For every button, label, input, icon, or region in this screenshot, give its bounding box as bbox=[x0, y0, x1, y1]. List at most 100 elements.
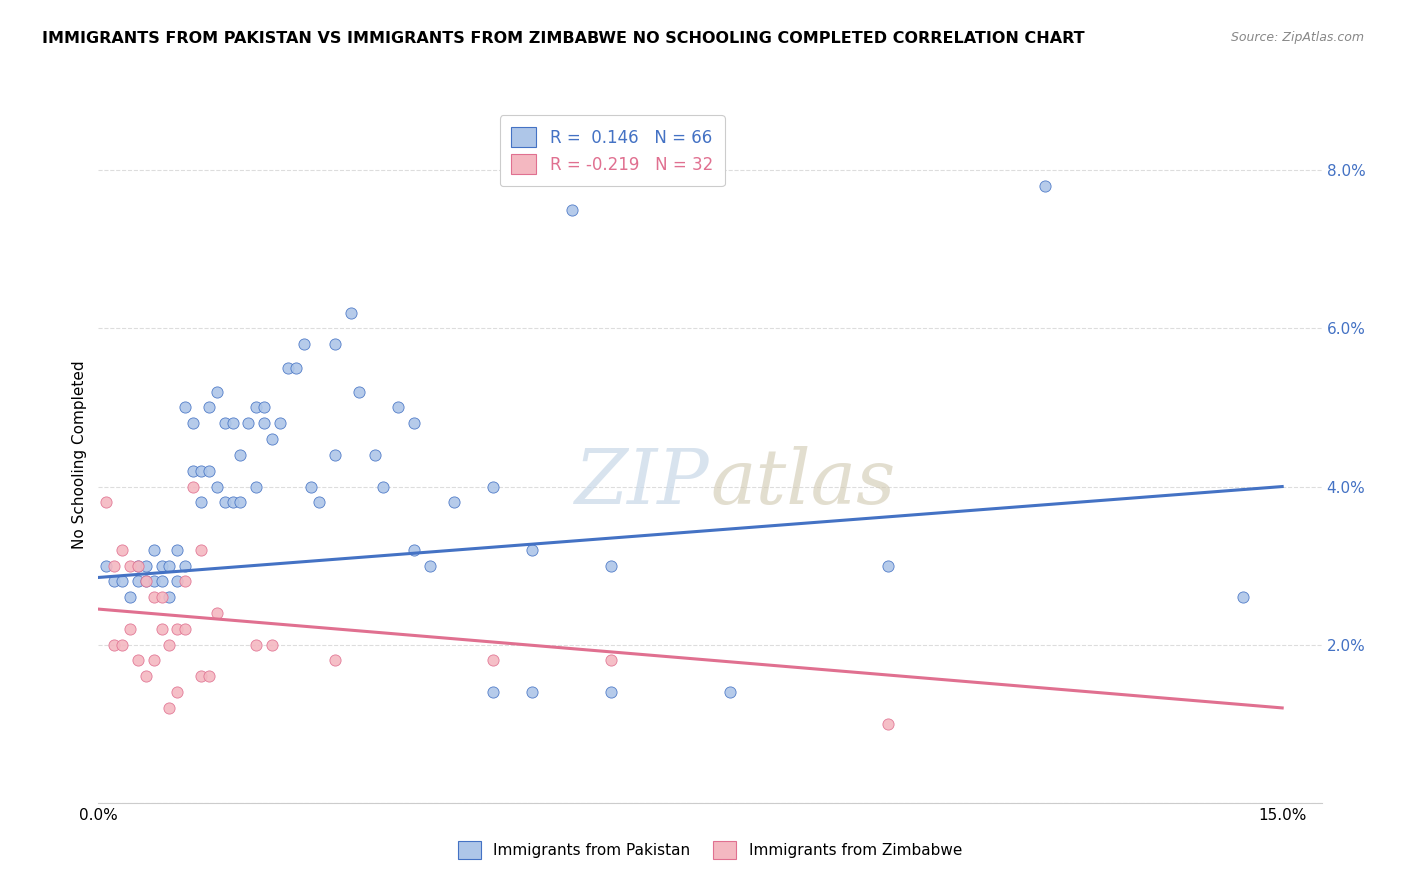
Point bbox=[600, 653, 623, 667]
Point bbox=[190, 495, 212, 509]
Point bbox=[363, 448, 385, 462]
Point bbox=[159, 701, 181, 715]
Point bbox=[135, 669, 157, 683]
Point bbox=[96, 558, 118, 573]
Point bbox=[443, 495, 465, 509]
Point bbox=[174, 558, 197, 573]
Point bbox=[404, 542, 426, 557]
Point bbox=[277, 360, 299, 375]
Point bbox=[387, 401, 409, 415]
Point bbox=[142, 653, 165, 667]
Point bbox=[371, 479, 394, 493]
Point bbox=[245, 479, 267, 493]
Point bbox=[150, 591, 173, 605]
Point bbox=[522, 685, 544, 699]
Point bbox=[118, 591, 141, 605]
Point bbox=[205, 606, 228, 620]
Point bbox=[135, 574, 157, 589]
Point bbox=[181, 464, 204, 478]
Point bbox=[181, 479, 204, 493]
Point bbox=[166, 685, 188, 699]
Point bbox=[260, 432, 283, 446]
Point bbox=[111, 574, 134, 589]
Point bbox=[482, 685, 505, 699]
Point bbox=[111, 638, 134, 652]
Point bbox=[198, 464, 221, 478]
Point bbox=[127, 558, 149, 573]
Point bbox=[127, 653, 149, 667]
Point bbox=[1232, 591, 1254, 605]
Point bbox=[600, 558, 623, 573]
Point bbox=[127, 574, 149, 589]
Point bbox=[214, 495, 236, 509]
Point bbox=[135, 574, 157, 589]
Point bbox=[159, 591, 181, 605]
Point bbox=[142, 574, 165, 589]
Point bbox=[142, 591, 165, 605]
Point bbox=[103, 638, 125, 652]
Point bbox=[404, 417, 426, 431]
Text: Source: ZipAtlas.com: Source: ZipAtlas.com bbox=[1230, 31, 1364, 45]
Point bbox=[111, 542, 134, 557]
Point bbox=[323, 337, 346, 351]
Point bbox=[238, 417, 260, 431]
Point bbox=[166, 542, 188, 557]
Point bbox=[229, 448, 252, 462]
Point bbox=[600, 685, 623, 699]
Point bbox=[876, 558, 898, 573]
Point bbox=[150, 622, 173, 636]
Point bbox=[323, 653, 346, 667]
Point bbox=[308, 495, 330, 509]
Point bbox=[347, 384, 370, 399]
Point bbox=[166, 574, 188, 589]
Text: atlas: atlas bbox=[710, 446, 896, 520]
Point bbox=[159, 638, 181, 652]
Point bbox=[103, 574, 125, 589]
Text: IMMIGRANTS FROM PAKISTAN VS IMMIGRANTS FROM ZIMBABWE NO SCHOOLING COMPLETED CORR: IMMIGRANTS FROM PAKISTAN VS IMMIGRANTS F… bbox=[42, 31, 1085, 46]
Point bbox=[103, 558, 125, 573]
Point bbox=[253, 417, 276, 431]
Point bbox=[245, 638, 267, 652]
Point bbox=[284, 360, 307, 375]
Point bbox=[292, 337, 315, 351]
Y-axis label: No Schooling Completed: No Schooling Completed bbox=[72, 360, 87, 549]
Point bbox=[190, 542, 212, 557]
Point bbox=[221, 495, 243, 509]
Point bbox=[190, 669, 212, 683]
Point bbox=[221, 417, 243, 431]
Point bbox=[150, 574, 173, 589]
Point bbox=[205, 479, 228, 493]
Point bbox=[198, 401, 221, 415]
Point bbox=[876, 716, 898, 731]
Point bbox=[340, 305, 363, 319]
Point bbox=[323, 448, 346, 462]
Point bbox=[482, 479, 505, 493]
Point bbox=[118, 622, 141, 636]
Point bbox=[127, 558, 149, 573]
Text: ZIP: ZIP bbox=[575, 446, 710, 520]
Point bbox=[301, 479, 323, 493]
Point bbox=[260, 638, 283, 652]
Point bbox=[229, 495, 252, 509]
Point bbox=[174, 401, 197, 415]
Point bbox=[253, 401, 276, 415]
Point bbox=[142, 542, 165, 557]
Point bbox=[214, 417, 236, 431]
Point bbox=[190, 464, 212, 478]
Point bbox=[718, 685, 741, 699]
Point bbox=[166, 622, 188, 636]
Legend: Immigrants from Pakistan, Immigrants from Zimbabwe: Immigrants from Pakistan, Immigrants fro… bbox=[446, 829, 974, 871]
Point bbox=[159, 558, 181, 573]
Point bbox=[198, 669, 221, 683]
Point bbox=[174, 574, 197, 589]
Point bbox=[150, 558, 173, 573]
Point bbox=[522, 542, 544, 557]
Point bbox=[135, 558, 157, 573]
Point bbox=[245, 401, 267, 415]
Point bbox=[174, 622, 197, 636]
Point bbox=[96, 495, 118, 509]
Point bbox=[205, 384, 228, 399]
Point bbox=[1035, 179, 1057, 194]
Point bbox=[118, 558, 141, 573]
Point bbox=[561, 202, 583, 217]
